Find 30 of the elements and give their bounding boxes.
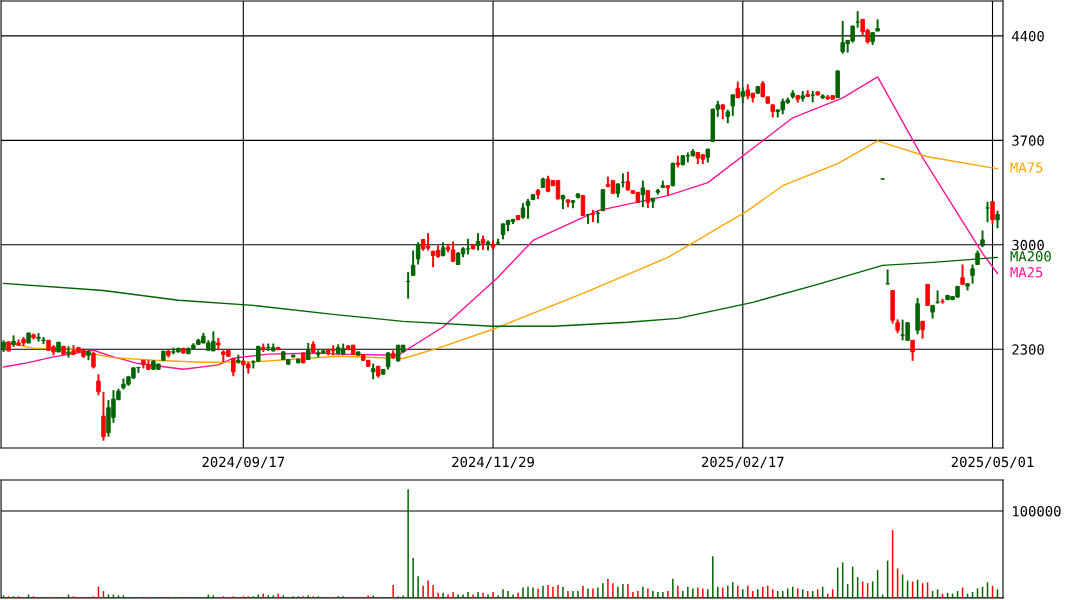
candlestick [730, 93, 736, 117]
candlestick [415, 241, 421, 266]
candlestick [885, 268, 890, 285]
candlestick [855, 10, 860, 29]
y-tick-label: 3000 [1012, 239, 1044, 251]
candlestick [410, 249, 416, 278]
candlestick [935, 289, 940, 305]
x-tick-label: 2025/02/17 [702, 456, 784, 469]
candlestick [555, 179, 561, 201]
y-tick-label: 4400 [1012, 30, 1044, 42]
candlestick [990, 200, 995, 225]
y-tick-label: 2300 [1012, 344, 1044, 355]
candlestick [96, 373, 101, 397]
x-tick-label: 2025/05/01 [951, 456, 1034, 469]
candlestick [405, 271, 411, 300]
line-series [2, 256, 999, 327]
candlestick [925, 283, 930, 307]
candlestick [625, 170, 631, 192]
series-label: MA75 [1010, 162, 1043, 173]
series-label: MA200 [1010, 251, 1051, 262]
candlestick [985, 200, 990, 224]
y-tick-label: 100000 [1013, 505, 1061, 517]
series-label: MA25 [1010, 267, 1043, 278]
x-tick-label: 2024/09/17 [202, 456, 285, 469]
y-tick-label: 3700 [1012, 135, 1044, 146]
candlestick [640, 179, 646, 209]
candlestick [101, 390, 106, 442]
x-tick-label: 2024/11/29 [452, 456, 534, 469]
candlestick [620, 172, 626, 189]
candlestick [960, 263, 965, 286]
